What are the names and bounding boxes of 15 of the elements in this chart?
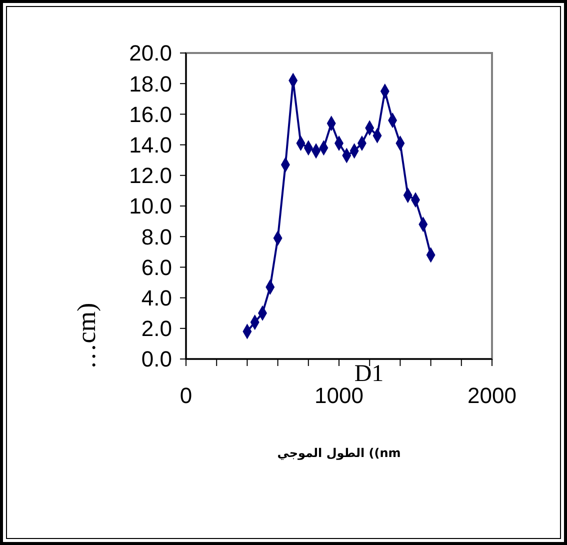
y-axis-title: …cm) bbox=[72, 302, 101, 370]
y-tick-label: 20.0 bbox=[129, 40, 172, 66]
y-tick-label: 4.0 bbox=[141, 286, 172, 310]
y-tick-label: 0.0 bbox=[141, 346, 172, 372]
y-tick-label: 2.0 bbox=[141, 316, 172, 342]
y-tick-label: 18.0 bbox=[129, 71, 172, 96]
y-tick-label: 6.0 bbox=[141, 254, 172, 280]
y-tick-label: 10.0 bbox=[129, 194, 172, 219]
x-tick-label: 2000 bbox=[468, 383, 516, 408]
y-tick-label: 12.0 bbox=[129, 163, 172, 188]
x-tick-label: 0 bbox=[180, 383, 192, 408]
y-tick-label: 14.0 bbox=[129, 132, 172, 158]
y-tick-label: 8.0 bbox=[141, 224, 172, 250]
x-axis-title: الطول الموجي ((nm bbox=[277, 446, 401, 460]
y-tick-label: 16.0 bbox=[129, 102, 172, 127]
